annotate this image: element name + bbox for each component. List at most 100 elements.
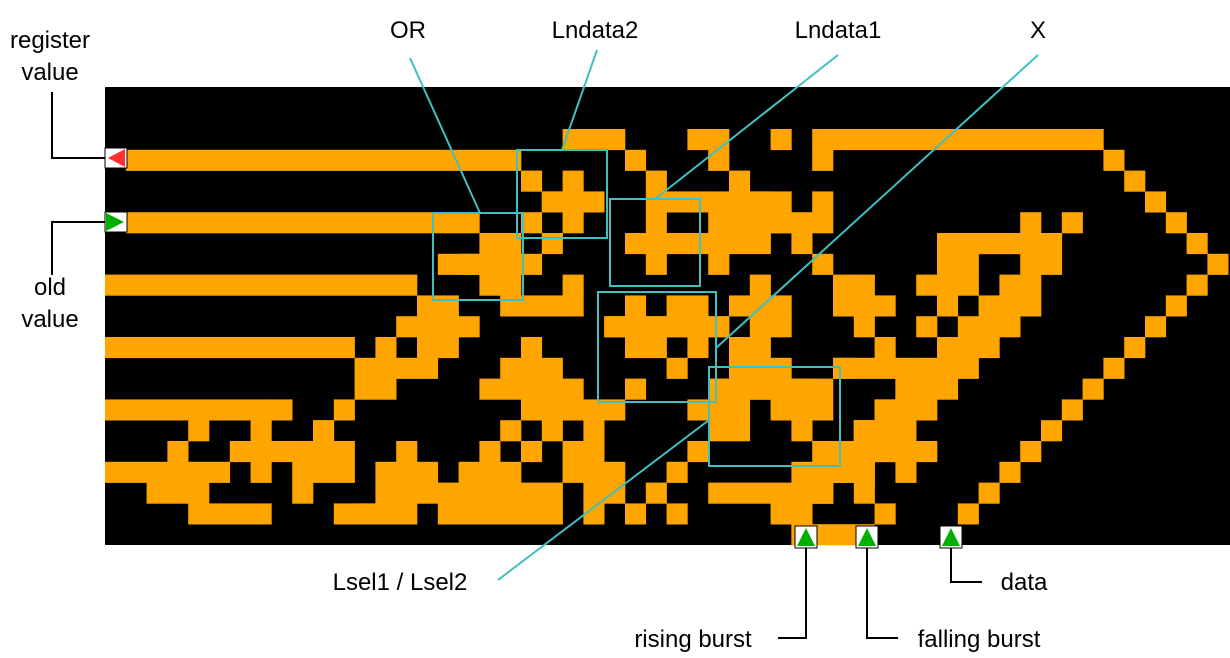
wire-cell-136 [1020, 212, 1042, 234]
wire-cell-32 [417, 316, 480, 338]
wire-cell-131 [916, 274, 979, 296]
wire-cell-27 [500, 295, 584, 317]
wire-cell-118 [666, 461, 688, 483]
wire-cell-159 [1041, 233, 1063, 255]
old-value-label-line2: value [21, 306, 78, 333]
wire-cell-42 [354, 357, 418, 379]
register-value-input [104, 147, 128, 169]
wire-cell-129 [833, 357, 917, 379]
wire-cell-123 [833, 295, 896, 317]
data-input [939, 525, 963, 549]
wire-cell-47 [313, 420, 335, 442]
wire-cell-162 [978, 295, 1000, 317]
wire-cell-53 [271, 399, 293, 421]
wire-cell-19 [625, 233, 688, 255]
wire-cell-142 [1145, 191, 1167, 213]
wire-cell-72 [583, 503, 605, 525]
wire-cell-154 [1020, 441, 1042, 463]
wire-cell-65 [521, 441, 543, 463]
wire-cell-119 [708, 482, 792, 504]
wire-cell-102 [749, 316, 771, 338]
lndata2-pointer [561, 49, 598, 151]
wire-cell-10 [645, 191, 709, 213]
wire-cell-171 [999, 295, 1021, 317]
wire-cell-205 [895, 378, 917, 400]
wire-cell-182 [957, 357, 979, 379]
falling-burst-label: falling burst [918, 626, 1041, 653]
wire-cell-151 [1082, 378, 1104, 400]
wire-cell-160 [1020, 253, 1042, 275]
wire-cell-83 [749, 233, 771, 255]
rising-burst-input [794, 525, 818, 549]
labels: register value old value OR Lndata2 Lnda… [10, 17, 1048, 653]
register-value-arrow [108, 149, 125, 167]
wire-cell-99 [666, 357, 688, 379]
rising-burst-arrow [797, 528, 815, 546]
wire-cell-35 [417, 357, 439, 379]
wire-cell-26 [500, 274, 522, 296]
wire-cell-101 [729, 295, 792, 317]
wire-cell-17 [562, 212, 584, 234]
wire-cell-209 [812, 461, 834, 483]
wire-cell-183 [937, 378, 959, 400]
wire-cell-164 [937, 337, 959, 359]
wire-cell-103 [770, 316, 792, 338]
falling-burst-callout [866, 547, 898, 639]
wire-cell-4 [105, 399, 272, 421]
wire-cell-52 [250, 461, 272, 483]
data-label: data [1001, 569, 1048, 596]
wire-cell-223 [292, 482, 314, 504]
wire-cell-157 [957, 503, 979, 525]
wire-cell-3 [105, 337, 355, 359]
wire-cell-86 [708, 253, 730, 275]
wire-cell-6 [188, 503, 272, 525]
wire-cell-23 [479, 274, 501, 296]
wire-cell-204 [812, 482, 834, 504]
wire-cell-165 [916, 357, 938, 379]
wire-cell-203 [833, 461, 855, 483]
wire-cell-199 [916, 378, 938, 400]
wire-cell-110 [708, 420, 730, 442]
wire-cell-149 [1124, 337, 1146, 359]
wire-cell-143 [1165, 212, 1187, 234]
wire-cell-92 [625, 337, 647, 359]
wire-cell-169 [1041, 253, 1063, 275]
wire-cell-75 [521, 399, 543, 421]
wire-cell-189 [957, 337, 979, 359]
wire-cell-90 [625, 295, 647, 317]
wire-cell-227 [645, 482, 667, 504]
wire-cell-51 [229, 441, 293, 463]
wire-cell-77 [729, 170, 751, 192]
wire-cell-161 [999, 274, 1021, 296]
wire-cell-80 [770, 129, 792, 151]
wire-cell-206 [874, 399, 896, 421]
wire-cell-116 [812, 441, 834, 463]
wire-cell-134 [957, 253, 979, 275]
wire-cell-106 [729, 357, 792, 379]
wire-cell-64 [437, 503, 563, 525]
wire-cell-14 [541, 233, 563, 255]
rising-burst-callout [778, 547, 807, 639]
wire-cell-170 [1020, 274, 1042, 296]
highlight-boxes [432, 149, 841, 467]
wire-cell-2 [105, 274, 418, 296]
wire-cell-61 [458, 461, 522, 483]
wire-cell-79 [687, 129, 730, 151]
callout-lines [51, 92, 982, 639]
wire-cell-21 [479, 233, 501, 255]
or-pointer [409, 57, 481, 214]
wire-cell-78 [708, 149, 730, 171]
old-value-label-line1: old [34, 274, 66, 301]
wire-cell-87 [729, 212, 834, 234]
wire-cell-112 [770, 399, 834, 421]
data-callout [950, 547, 982, 583]
wire-cell-66 [500, 420, 522, 442]
wire-cell-208 [833, 441, 855, 463]
wire-cell-9 [645, 170, 667, 192]
wire-cell-88 [791, 233, 813, 255]
wire-cell-198 [937, 357, 959, 379]
wire-cell-20 [645, 253, 667, 275]
wire-cell-100 [749, 274, 771, 296]
wire-cell-98 [645, 337, 667, 359]
